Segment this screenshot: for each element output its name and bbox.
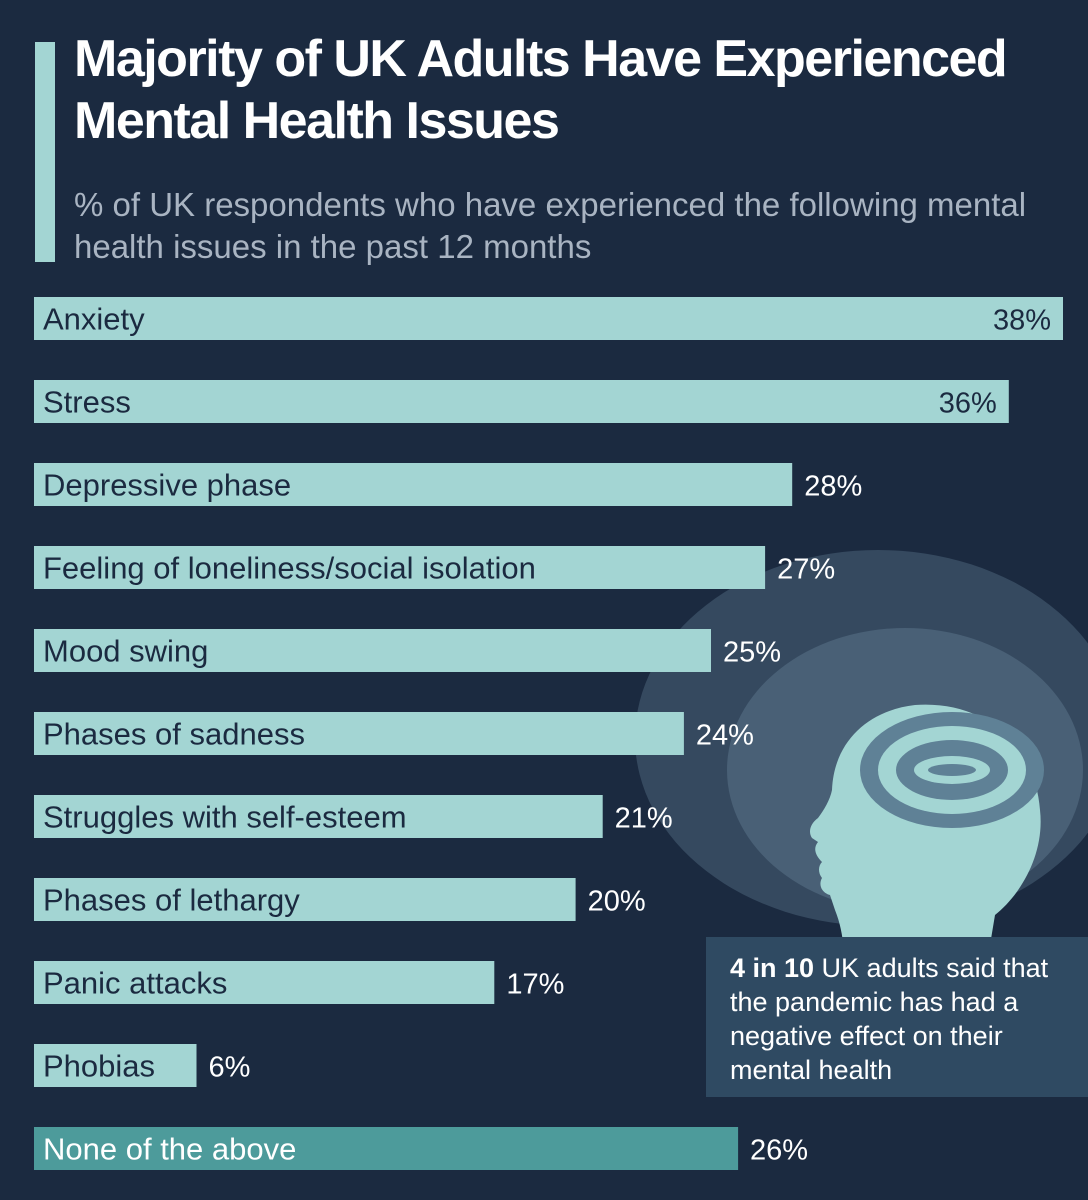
category-label-10: None of the above: [43, 1132, 296, 1167]
category-label-2: Depressive phase: [43, 468, 291, 503]
bar-9: [34, 1044, 197, 1087]
chart-subtitle: % of UK respondents who have experienced…: [74, 186, 1027, 265]
bar-10: [34, 1127, 739, 1170]
value-label-10: 26%: [750, 1135, 808, 1167]
category-label-4: Mood swing: [43, 634, 208, 669]
category-label-7: Phases of lethargy: [43, 883, 300, 918]
bar-8: [34, 961, 495, 1004]
value-label-3: 27%: [777, 554, 835, 586]
category-label-1: Stress: [43, 385, 131, 420]
category-label-8: Panic attacks: [43, 966, 227, 1001]
bar-3: [34, 546, 766, 589]
value-label-7: 20%: [588, 886, 646, 918]
value-label-4: 25%: [723, 637, 781, 669]
bar-0: [34, 297, 1063, 340]
value-label-5: 24%: [696, 720, 754, 752]
bar-5: [34, 712, 684, 755]
callout-highlight: 4 in 10: [730, 953, 815, 983]
callout-text: UK adults said that the pandemic has had…: [730, 953, 1049, 1085]
category-label-3: Feeling of loneliness/social isolation: [43, 551, 536, 586]
category-label-5: Phases of sadness: [43, 717, 305, 752]
bar-2: [34, 463, 793, 506]
value-label-9: 6%: [208, 1052, 250, 1084]
value-label-2: 28%: [804, 471, 862, 503]
bar-1: [34, 380, 1009, 423]
value-label-6: 21%: [615, 803, 673, 835]
category-label-0: Anxiety: [43, 302, 145, 337]
chart-title: Majority of UK Adults Have Experienced M…: [74, 30, 1008, 150]
bars-group: Anxiety 38% Stress 36% Depressive phase 28% Fe…: [34, 297, 1063, 1170]
category-label-9: Phobias: [43, 1049, 155, 1084]
bar-4: [34, 629, 711, 672]
category-label-6: Struggles with self-esteem: [43, 800, 407, 835]
bar-7: [34, 878, 576, 921]
title-accent-bar: [35, 42, 55, 262]
value-label-1: 36%: [939, 388, 997, 420]
callout-box: 4 in 10 UK adults said that the pandemic…: [706, 937, 1088, 1097]
value-label-0: 38%: [993, 305, 1051, 337]
head-brain-icon: [635, 550, 1088, 1000]
bar-6: [34, 795, 603, 838]
value-label-8: 17%: [506, 969, 564, 1001]
